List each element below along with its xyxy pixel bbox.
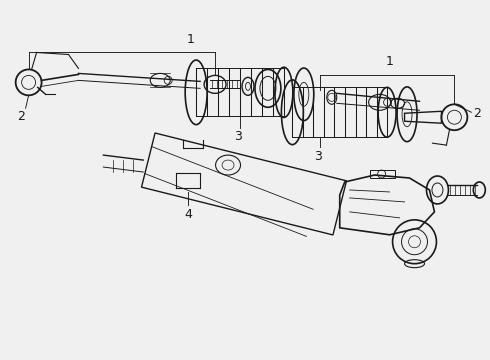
- Text: 3: 3: [314, 150, 322, 163]
- Text: 1: 1: [186, 32, 194, 45]
- Text: 3: 3: [234, 130, 242, 143]
- Text: 2: 2: [473, 107, 481, 120]
- Text: 4: 4: [184, 208, 192, 221]
- Text: 1: 1: [386, 55, 393, 68]
- Bar: [369, 170, 394, 178]
- Text: 2: 2: [17, 110, 24, 123]
